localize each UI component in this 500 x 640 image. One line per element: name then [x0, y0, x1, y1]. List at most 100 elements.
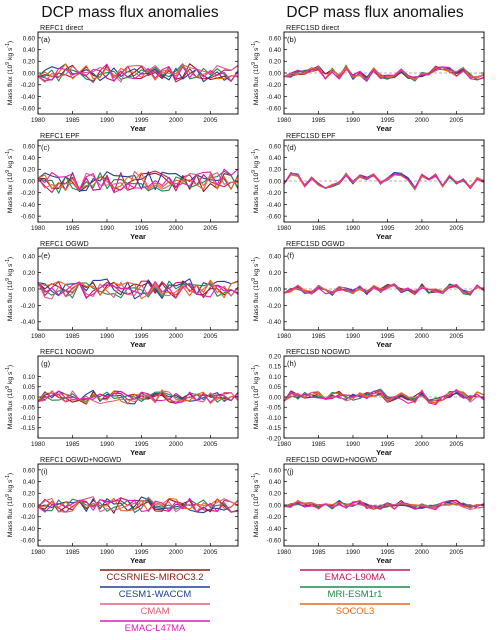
series-line-mri-esm1r1 — [283, 502, 485, 510]
x-tick-label: 1995 — [380, 117, 395, 124]
x-tick-label: 1995 — [380, 441, 395, 448]
series-line-cmam — [37, 496, 239, 513]
y-tick-label: 0.20 — [269, 167, 282, 174]
x-axis-label: Year — [376, 448, 392, 457]
x-tick-label: 2005 — [449, 225, 464, 232]
right-column-title: DCP mass flux anomalies — [286, 4, 463, 21]
x-tick-label: 2000 — [415, 549, 430, 556]
legend-item: CCSRNIES-MIROC3.2 — [100, 569, 210, 583]
y-tick-label: -0.15 — [21, 425, 36, 432]
x-tick-label: 2000 — [169, 549, 184, 556]
y-tick-label: 0.60 — [269, 143, 282, 150]
y-tick-label: -0.20 — [21, 514, 36, 521]
x-tick-label: 2005 — [449, 333, 464, 340]
x-tick-label: 2005 — [203, 441, 218, 448]
panel-title: REFC1SD EPF — [286, 131, 336, 140]
x-tick-label: 1985 — [65, 549, 80, 556]
y-tick-label: 0.60 — [23, 35, 36, 42]
x-tick-label: 1990 — [346, 549, 361, 556]
x-tick-label: 1990 — [346, 333, 361, 340]
x-tick-label: 1980 — [277, 117, 292, 124]
legend-label: MRI-ESM1r1 — [328, 589, 383, 600]
y-tick-label: -0.20 — [267, 303, 282, 310]
panel-b: REFC1SD direct (b) 0.60 0.40 0.20 0.00 -0.20 -0… — [251, 23, 485, 133]
x-axis-label: Year — [376, 232, 392, 241]
y-tick-label: 0.60 — [269, 35, 282, 42]
y-axis-label: Mass flux (109 kg s-1) — [251, 473, 260, 537]
y-tick-label: 0.40 — [269, 254, 282, 261]
x-axis-label: Year — [130, 556, 146, 565]
y-tick-label: 0.15 — [269, 364, 282, 371]
x-axis-label: Year — [376, 556, 392, 565]
panel-letter: (b) — [287, 35, 297, 44]
series-line-emac-l47ma — [37, 390, 239, 404]
legend-item: SOCOL3 — [300, 603, 410, 617]
legend-label: EMAC-L47MA — [125, 623, 186, 634]
series-line-cmam — [37, 390, 239, 405]
series-line-emac-l47ma — [283, 283, 485, 295]
x-axis-label: Year — [130, 340, 146, 349]
y-tick-label: -0.05 — [21, 405, 36, 412]
x-axis-label: Year — [376, 340, 392, 349]
series-line-cesm1-waccm — [37, 278, 239, 300]
legend-label: CMAM — [140, 606, 169, 617]
x-tick-label: 2000 — [415, 117, 430, 124]
y-tick-label: 0.05 — [23, 384, 36, 391]
x-axis-label: Year — [130, 232, 146, 241]
y-tick-label: -0.20 — [21, 82, 36, 89]
x-tick-label: 1995 — [134, 441, 149, 448]
x-tick-label: 2005 — [449, 441, 464, 448]
series-line-ccsrnies-miroc3-2 — [37, 280, 239, 299]
series-line-mri-esm1r1 — [37, 391, 239, 403]
series-line-emac-l90ma — [37, 170, 239, 193]
y-tick-label: 0.20 — [23, 59, 36, 66]
x-tick-label: 1995 — [134, 549, 149, 556]
series-line-mri-esm1r1 — [283, 64, 485, 82]
x-tick-label: 1990 — [346, 441, 361, 448]
y-tick-label: 0.60 — [23, 143, 36, 150]
y-tick-label: 0.00 — [23, 502, 36, 509]
legend: CCSRNIES-MIROC3.2 CESM1-WACCM CMAM EMAC-L47… — [100, 569, 410, 634]
y-tick-label: 0.00 — [269, 178, 282, 185]
panel-letter: (e) — [41, 251, 51, 260]
y-tick-label: -0.20 — [267, 514, 282, 521]
y-tick-label: 0.20 — [269, 270, 282, 277]
series-line-cmam — [37, 64, 239, 83]
y-tick-label: -0.40 — [267, 94, 282, 101]
series-line-emac-l47ma — [37, 280, 239, 299]
y-tick-label: -0.10 — [21, 415, 36, 422]
x-tick-label: 1990 — [100, 333, 115, 340]
panel-title: REFC1 OGWD — [40, 239, 89, 248]
panel-c: REFC1 EPF (c) 0.60 0.40 0.20 0.00 -0.20 -0.40 -0… — [5, 131, 239, 241]
x-tick-label: 1995 — [134, 333, 149, 340]
series-line-cesm1-waccm — [37, 496, 239, 514]
panel-title: REFC1SD NOGWD — [286, 347, 350, 356]
panel-title: REFC1 direct — [40, 23, 83, 32]
y-tick-label: -0.10 — [267, 415, 282, 422]
x-tick-label: 2000 — [415, 441, 430, 448]
panel-letter: (a) — [41, 35, 51, 44]
y-tick-label: 0.20 — [269, 491, 282, 498]
series-line-emac-l47ma — [283, 500, 485, 511]
x-tick-label: 1990 — [100, 117, 115, 124]
series-line-mri-esm1r1 — [37, 497, 239, 514]
y-tick-label: 0.00 — [269, 394, 282, 401]
x-tick-label: 1995 — [134, 225, 149, 232]
panel-letter: (i) — [41, 467, 48, 476]
x-tick-label: 2005 — [203, 549, 218, 556]
panels: REFC1 direct (a) 0.60 0.40 0.20 0.00 -0.20 -0.4… — [5, 23, 485, 565]
series-line-socol3 — [37, 389, 239, 405]
y-axis-label: Mass flux (109 kg s-1) — [5, 41, 14, 105]
panel-title: REFC1SD OGWD+NOGWD — [286, 455, 377, 464]
x-tick-label: 1980 — [31, 333, 46, 340]
series-line-emac-l90ma — [37, 498, 239, 513]
legend-item: EMAC-L90MA — [300, 569, 410, 583]
y-tick-label: -0.40 — [267, 202, 282, 209]
y-tick-label: 0.40 — [23, 254, 36, 261]
x-tick-label: 1990 — [346, 225, 361, 232]
y-tick-label: 0.60 — [269, 467, 282, 474]
x-tick-label: 1990 — [346, 117, 361, 124]
y-tick-label: 0.20 — [269, 353, 282, 360]
x-tick-label: 2000 — [169, 225, 184, 232]
